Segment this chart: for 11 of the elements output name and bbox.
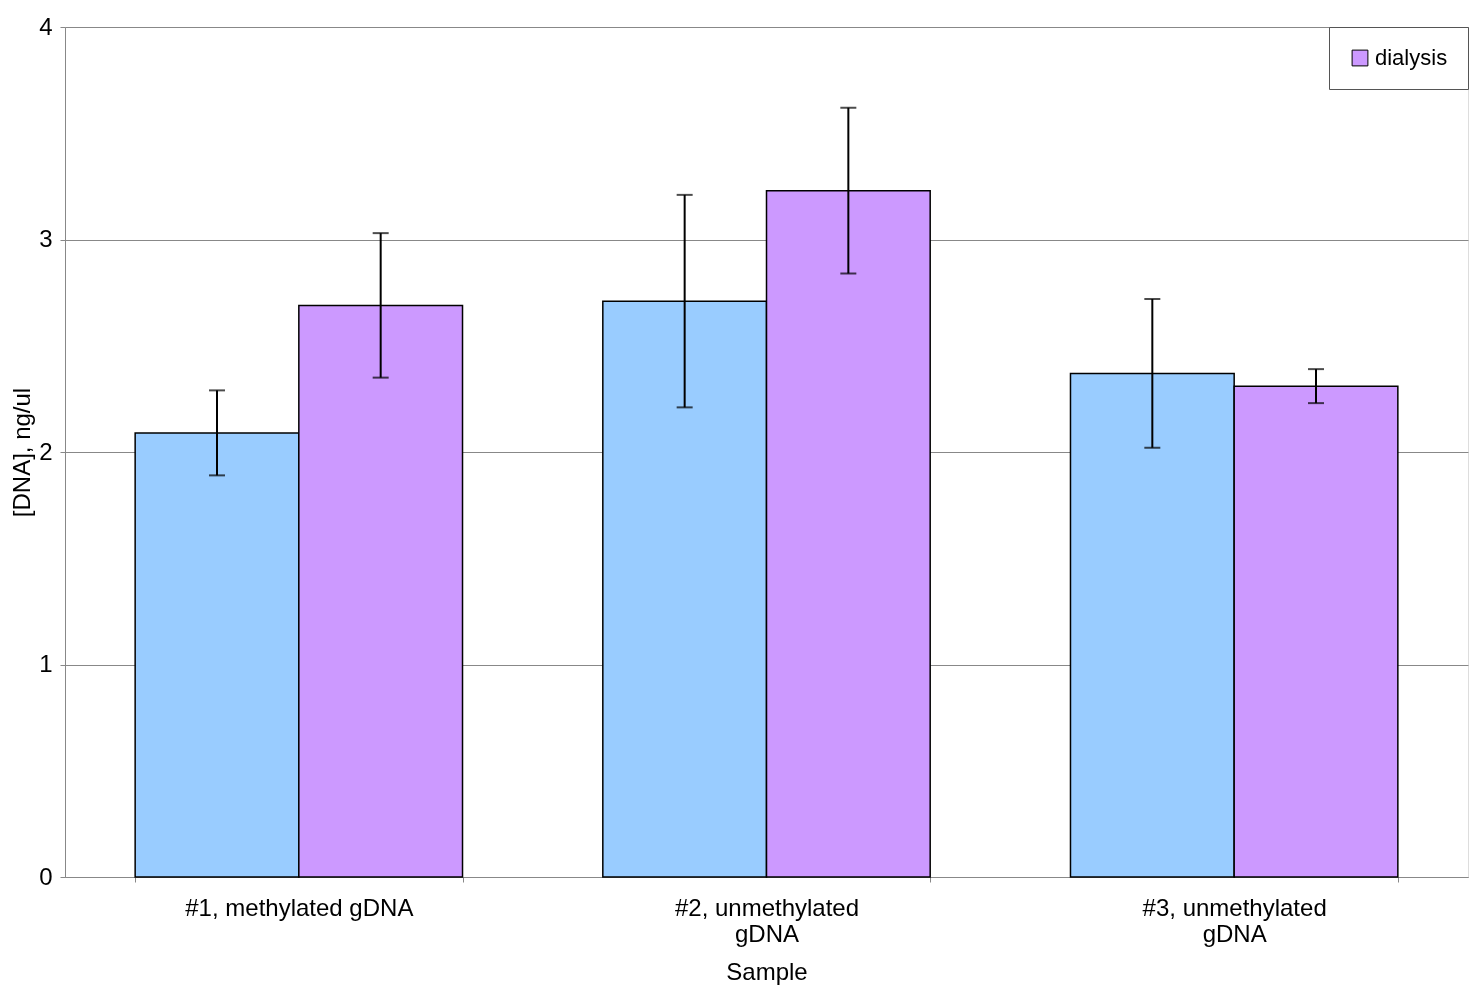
x-axis-title: Sample [726, 957, 808, 985]
y-axis-title: [DNA], ng/ul [8, 387, 36, 518]
y-tick-label: 1 [39, 650, 53, 677]
x-tick-label: #2, unmethylated gDNA [674, 893, 860, 947]
legend-label: dialysis [1375, 45, 1448, 70]
y-tick-label: 0 [39, 862, 53, 890]
x-tick-label: #1, methylated gDNA [185, 893, 414, 921]
x-tick-label: #3, unmethylated gDNA [1142, 893, 1327, 947]
y-tick-label: 4 [39, 12, 53, 40]
y-tick-label: 2 [39, 437, 53, 465]
y-tick-label: 3 [39, 225, 53, 252]
